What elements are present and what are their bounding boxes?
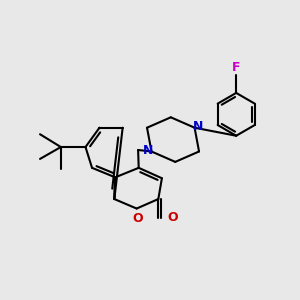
Text: N: N [143, 143, 153, 157]
Text: O: O [132, 212, 143, 225]
Text: N: N [193, 120, 203, 133]
Text: O: O [168, 211, 178, 224]
Text: F: F [232, 61, 240, 74]
